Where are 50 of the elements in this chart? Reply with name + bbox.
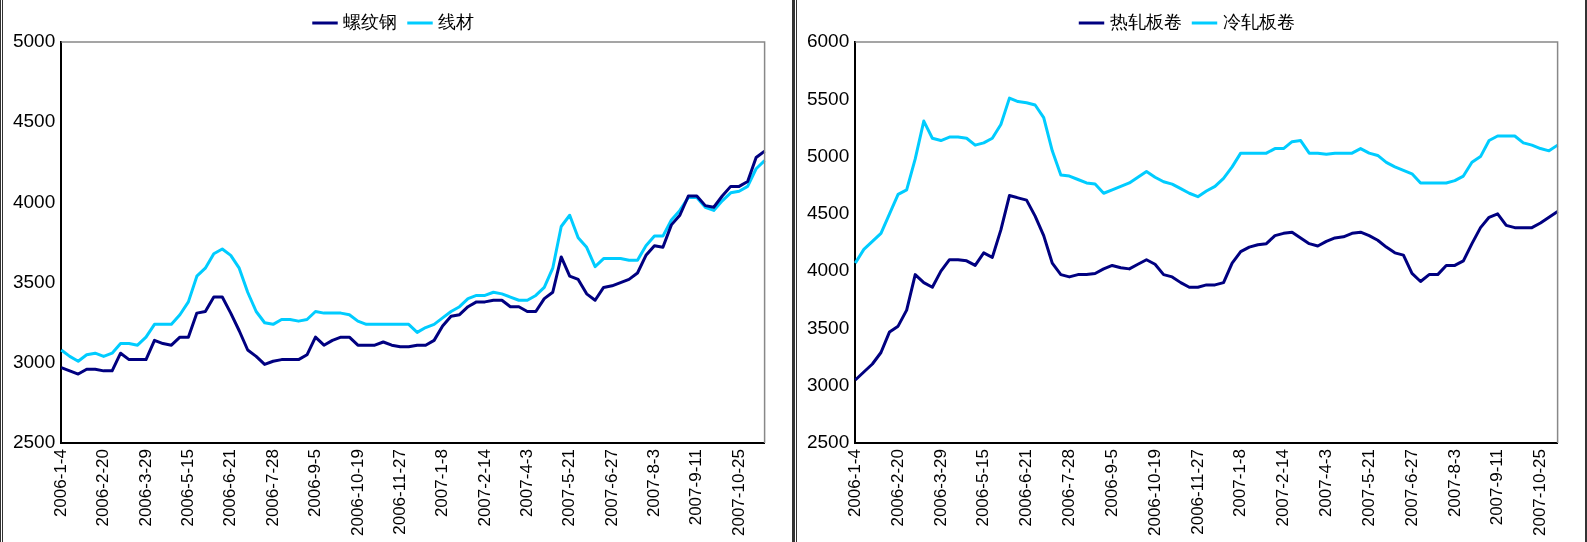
x-tick-label: 2006-11-27 [389, 449, 409, 535]
x-tick-label: 2006-10-19 [1144, 449, 1164, 537]
y-tick-label: 3000 [12, 351, 56, 373]
legend-label: 线材 [438, 10, 474, 32]
x-tick-label: 2006-3-29 [930, 449, 950, 527]
x-tick-label: 2007-9-11 [686, 449, 706, 526]
x-tick-label: 2007-4-3 [1316, 449, 1336, 518]
x-tick-label: 2007-8-3 [1444, 449, 1464, 518]
x-tick-label: 2006-10-19 [347, 449, 367, 537]
x-tick-label: 2006-3-29 [135, 449, 155, 527]
x-tick-label: 2007-2-14 [474, 449, 494, 527]
x-tick-label: 2006-5-15 [178, 449, 198, 527]
legend-label: 螺纹钢 [343, 10, 397, 32]
y-tick-label: 3500 [806, 316, 850, 338]
x-tick-label: 2006-7-28 [262, 449, 282, 527]
y-tick-label: 4000 [806, 259, 850, 281]
y-tick-label: 3000 [806, 373, 850, 395]
x-tick-label: 2007-6-27 [1401, 449, 1421, 527]
x-tick-label: 2006-6-21 [1016, 449, 1036, 527]
legend-label: 热轧板卷 [1109, 10, 1182, 32]
y-tick-label: 4500 [806, 202, 850, 224]
x-tick-label: 2006-7-28 [1059, 449, 1079, 527]
x-tick-label: 2007-6-27 [601, 449, 621, 527]
y-tick-label: 4500 [12, 110, 56, 132]
x-tick-label: 2006-11-27 [1187, 449, 1207, 535]
x-tick-label: 2007-4-3 [517, 449, 537, 518]
legend-label: 冷轧板卷 [1222, 10, 1295, 32]
x-tick-label: 2007-5-21 [559, 449, 579, 527]
y-tick-label: 4000 [12, 190, 56, 212]
x-tick-label: 2006-6-21 [220, 449, 240, 527]
x-tick-label: 2007-10-25 [1530, 449, 1550, 537]
y-tick-label: 5000 [12, 30, 56, 52]
x-tick-label: 2006-2-20 [887, 449, 907, 527]
x-tick-label: 2007-1-8 [1230, 449, 1250, 518]
x-tick-label: 2006-5-15 [973, 449, 993, 527]
x-tick-label: 2006-1-4 [844, 449, 864, 518]
x-tick-label: 2007-2-14 [1273, 449, 1293, 527]
y-tick-label: 6000 [806, 30, 850, 52]
x-tick-label: 2007-8-3 [644, 449, 664, 518]
y-tick-label: 3500 [12, 270, 56, 292]
x-tick-label: 2007-10-25 [728, 449, 748, 537]
x-tick-label: 2007-9-11 [1487, 449, 1507, 526]
x-tick-label: 2007-1-8 [432, 449, 452, 518]
y-tick-label: 5500 [806, 87, 850, 109]
x-tick-label: 2006-9-5 [1101, 449, 1121, 518]
x-tick-label: 2006-2-20 [93, 449, 113, 527]
y-tick-label: 5000 [806, 144, 850, 166]
x-tick-label: 2006-1-4 [50, 449, 70, 518]
x-tick-label: 2007-5-21 [1358, 449, 1378, 527]
x-tick-label: 2006-9-5 [305, 449, 325, 518]
